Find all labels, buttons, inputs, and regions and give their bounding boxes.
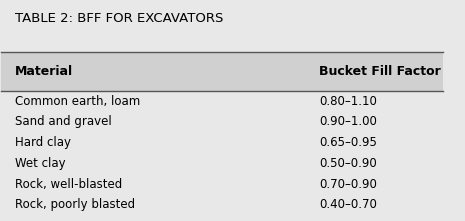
Text: 0.80–1.10: 0.80–1.10	[319, 95, 377, 108]
Text: Common earth, loam: Common earth, loam	[14, 95, 140, 108]
Text: TABLE 2: BFF FOR EXCAVATORS: TABLE 2: BFF FOR EXCAVATORS	[14, 12, 223, 25]
Text: 0.40–0.70: 0.40–0.70	[319, 198, 377, 211]
Text: Bucket Fill Factor: Bucket Fill Factor	[319, 65, 441, 78]
Text: 0.65–0.95: 0.65–0.95	[319, 136, 377, 149]
Bar	[1, 51, 443, 91]
Text: 0.50–0.90: 0.50–0.90	[319, 157, 377, 170]
Text: 0.70–0.90: 0.70–0.90	[319, 178, 377, 191]
Text: Material: Material	[14, 65, 73, 78]
Text: 0.90–1.00: 0.90–1.00	[319, 115, 377, 128]
Text: Hard clay: Hard clay	[14, 136, 71, 149]
Text: Rock, poorly blasted: Rock, poorly blasted	[14, 198, 135, 211]
Text: Wet clay: Wet clay	[14, 157, 65, 170]
Text: Rock, well-blasted: Rock, well-blasted	[14, 178, 122, 191]
Text: Sand and gravel: Sand and gravel	[14, 115, 112, 128]
